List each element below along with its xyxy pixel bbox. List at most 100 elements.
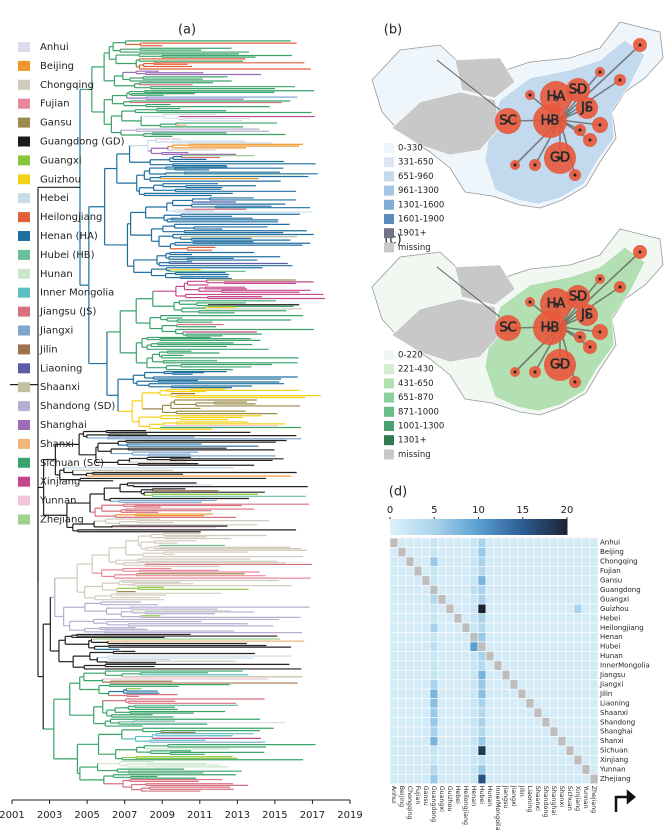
heatmap-cell: [565, 556, 575, 567]
heatmap-cell: [445, 707, 455, 718]
heatmap-cell: [581, 556, 591, 567]
heatmap-cell: [485, 660, 495, 671]
heatmap-cell: [549, 537, 559, 548]
heatmap-cell: [421, 717, 431, 728]
heatmap-cell: [405, 707, 415, 718]
legend-label: Shanxi: [40, 439, 74, 450]
heatmap-cell: [493, 707, 503, 718]
heatmap-cell: [589, 566, 599, 577]
heatmap-cell: [565, 651, 575, 662]
heatmap-cell: [397, 556, 407, 567]
column-label: Hubei: [478, 786, 485, 805]
heatmap-cell: [573, 669, 583, 681]
missing-region: [454, 264, 516, 306]
heatmap-cell: [437, 717, 447, 728]
colorbar-segment: [392, 519, 397, 535]
heatmap-cell: [421, 603, 431, 614]
heatmap-cell: [485, 688, 495, 699]
heatmap-cell: [453, 660, 463, 671]
heatmap-cell: [509, 726, 519, 737]
legend-swatch: [384, 378, 394, 389]
colorbar-tick-label: 15: [516, 505, 529, 516]
colorbar-segment: [522, 519, 527, 535]
node-center: [638, 43, 642, 47]
heatmap-cell: [397, 707, 407, 718]
heatmap-cell: [461, 613, 471, 624]
heatmap-cell: [493, 613, 503, 624]
heatmap-cell: [589, 537, 599, 548]
colorbar-segment: [487, 519, 491, 535]
heatmap-cell: [437, 651, 447, 662]
legend-label: Fujian: [40, 99, 70, 110]
heatmap-cell: [557, 679, 567, 690]
heatmap-cell: [389, 726, 399, 737]
legend-swatch: [384, 406, 394, 417]
colorbar-segment: [513, 519, 518, 535]
heatmap-cell: [573, 698, 583, 709]
heatmap-cell: [445, 679, 455, 690]
heatmap-cell: [525, 651, 535, 662]
heatmap-cell: [437, 622, 447, 633]
heatmap-cell: [573, 707, 583, 718]
colorbar-segment: [440, 519, 444, 535]
heatmap-cell: [549, 717, 559, 728]
column-label: Shandong: [542, 786, 549, 818]
legend-swatch: [18, 136, 30, 147]
legend-label: 871-1000: [398, 407, 439, 417]
legend-swatch: [18, 249, 30, 260]
heatmap-cell: [549, 622, 559, 633]
heatmap-cell: [501, 575, 511, 586]
heatmap-cell: [413, 669, 423, 681]
colorbar-segment: [416, 519, 420, 535]
legend-label: 1001-1300: [398, 422, 444, 432]
heatmap-cell: [501, 764, 511, 775]
heatmap-cell: [525, 698, 535, 709]
heatmap-cell: [437, 726, 447, 737]
heatmap-cell: [405, 764, 415, 775]
legend-swatch: [384, 171, 394, 182]
column-label: Shanxi: [558, 786, 565, 808]
heatmap-cell: [437, 755, 447, 766]
heatmap-cell: [429, 660, 439, 671]
heatmap-cell: [477, 707, 487, 718]
heatmap-cell: [445, 537, 455, 548]
map: HA SD SC HB JS GD 0-220 221-430 431-650 651-870 87…: [371, 228, 664, 460]
heatmap-cell: [565, 736, 575, 747]
heatmap-cell: [485, 717, 495, 728]
legend-label: missing: [398, 450, 431, 460]
heatmap-cell: [549, 669, 559, 681]
heatmap-cell: [405, 556, 415, 567]
heatmap-cell: [493, 764, 503, 775]
heatmap-cell: [525, 547, 535, 558]
heatmap-cell: [421, 698, 431, 709]
heatmap-cell: [421, 679, 431, 690]
heatmap-cell: [525, 641, 535, 652]
heatmap-cell: [413, 613, 423, 624]
heatmap-cell: [477, 651, 487, 662]
region-label: HB: [541, 321, 560, 336]
heatmap-cell: [565, 755, 575, 766]
heatmap-cell: [461, 556, 471, 567]
heatmap-cell: [461, 584, 471, 595]
heatmap-cell: [445, 764, 455, 775]
heatmap-cell: [501, 556, 511, 567]
node-center: [576, 295, 580, 299]
row-label: Hunan: [600, 652, 623, 660]
heatmap-cell: [469, 575, 479, 586]
heatmap-cell: [485, 584, 495, 595]
row-label: Heilongjiang: [600, 624, 644, 632]
colorbar-segment: [519, 519, 524, 535]
heatmap-cell: [517, 669, 527, 681]
x-tick-label: 2011: [187, 810, 212, 821]
heatmap-cell: [557, 660, 567, 671]
colorbar-segment: [428, 519, 432, 535]
heatmap-cell: [557, 688, 567, 699]
heatmap-cell: [573, 755, 583, 766]
row-label: Jilin: [599, 690, 612, 698]
heatmap-cell: [485, 537, 495, 548]
colorbar-segment: [540, 519, 544, 535]
heatmap-cell: [493, 566, 503, 577]
heatmap-cell: [421, 660, 431, 671]
legend-label: 0-330: [398, 144, 423, 154]
heatmap-cell: [437, 688, 447, 699]
